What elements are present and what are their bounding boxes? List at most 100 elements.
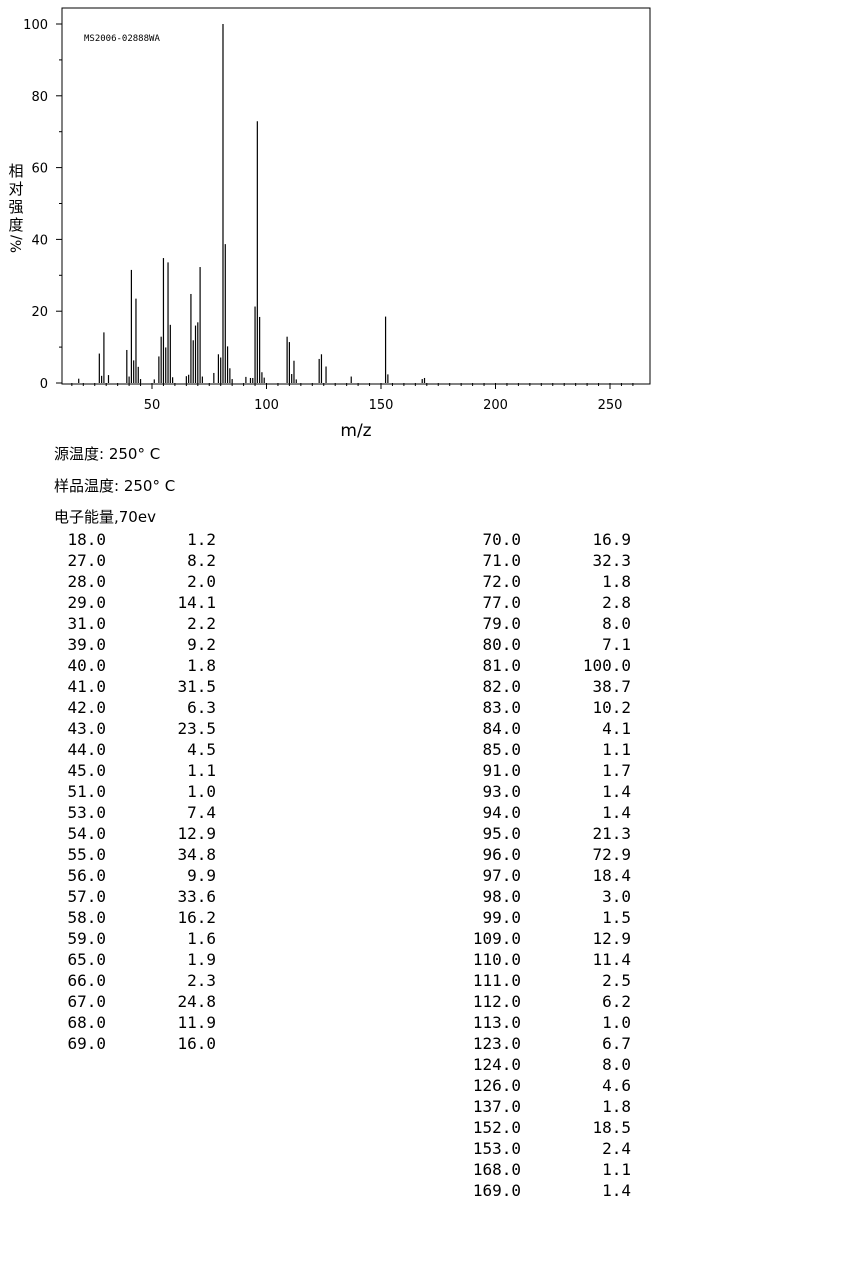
peak-mz: 31.0 — [67, 614, 106, 633]
y-axis-label-char: 对 — [8, 180, 23, 198]
peak-mz: 56.0 — [67, 866, 106, 885]
peak-abundance: 1.4 — [602, 1181, 631, 1200]
peak-mz: 53.0 — [67, 803, 106, 822]
peak-mz: 110.0 — [472, 950, 521, 969]
peak-mz: 66.0 — [67, 971, 106, 990]
peak-abundance: 34.8 — [177, 845, 216, 864]
peak-mz: 83.0 — [482, 698, 521, 717]
peak-table-row: 110.0 11.4 — [0, 950, 631, 971]
peak-mz: 153.0 — [472, 1139, 521, 1158]
peak-mz: 28.0 — [67, 572, 106, 591]
peak-table-row: 91.0 1.7 — [0, 761, 631, 782]
peak-mz: 77.0 — [482, 593, 521, 612]
mass-spectrum-chart: 0 20 40 60 80 100 50 100 150 200 250 MS2006-02888… — [8, 7, 651, 441]
peak-table-row: 39.0 9.2 — [0, 635, 216, 656]
peak-table-row: 94.0 1.4 — [0, 803, 631, 824]
y-axis-label-unit: %/ — [9, 235, 25, 253]
source-temperature: 源温度: 250° C — [54, 445, 161, 463]
peak-mz: 40.0 — [67, 656, 106, 675]
peak-table-row: 93.0 1.4 — [0, 782, 631, 803]
peak-abundance: 12.9 — [177, 824, 216, 843]
peak-abundance: 1.9 — [187, 950, 216, 969]
peak-table-row: 124.0 8.0 — [0, 1055, 631, 1076]
peak-mz: 123.0 — [472, 1034, 521, 1053]
x-tick-label: 200 — [483, 398, 508, 413]
y-tick-label: 40 — [31, 233, 48, 248]
peak-abundance: 2.5 — [602, 971, 631, 990]
x-tick-label: 100 — [254, 398, 279, 413]
peak-abundance: 100.0 — [582, 656, 631, 675]
peak-table-row: 57.0 33.6 — [0, 887, 216, 908]
peak-mz: 43.0 — [67, 719, 106, 738]
peak-abundance: 1.1 — [602, 740, 631, 759]
peak-abundance: 9.9 — [187, 866, 216, 885]
peak-abundance: 2.0 — [187, 572, 216, 591]
peak-table-row: 28.0 2.0 — [0, 572, 216, 593]
peak-abundance: 32.3 — [592, 551, 631, 570]
peak-mz: 96.0 — [482, 845, 521, 864]
peak-table-row: 67.0 24.8 — [0, 992, 216, 1013]
peak-abundance: 16.0 — [177, 1034, 216, 1053]
peak-abundance: 1.4 — [602, 803, 631, 822]
peak-table-row: 153.0 2.4 — [0, 1139, 631, 1160]
plot-frame — [61, 7, 651, 385]
peak-mz: 42.0 — [67, 698, 106, 717]
peak-mz: 93.0 — [482, 782, 521, 801]
peak-mz: 82.0 — [482, 677, 521, 696]
peak-abundance: 6.2 — [602, 992, 631, 1011]
peak-table-row: 56.0 9.9 — [0, 866, 216, 887]
peak-table-row: 97.0 18.4 — [0, 866, 631, 887]
peak-mz: 69.0 — [67, 1034, 106, 1053]
peak-bars — [78, 24, 426, 383]
peak-table-row: 53.0 7.4 — [0, 803, 216, 824]
x-tick-label: 250 — [598, 398, 623, 413]
peak-mz: 51.0 — [67, 782, 106, 801]
peak-abundance: 1.6 — [187, 929, 216, 948]
peak-mz: 71.0 — [482, 551, 521, 570]
peak-table-row: 58.0 16.2 — [0, 908, 216, 929]
peak-table-row: 81.0 100.0 — [0, 656, 631, 677]
peak-mz: 68.0 — [67, 1013, 106, 1032]
peak-abundance: 18.5 — [592, 1118, 631, 1137]
peak-mz: 113.0 — [472, 1013, 521, 1032]
peak-abundance: 1.8 — [602, 1097, 631, 1116]
y-tick-label: 0 — [40, 377, 48, 392]
peak-abundance: 38.7 — [592, 677, 631, 696]
peak-abundance: 72.9 — [592, 845, 631, 864]
peak-abundance: 11.4 — [592, 950, 631, 969]
peak-table-row: 152.0 18.5 — [0, 1118, 631, 1139]
y-axis-label-char: 度 — [8, 216, 23, 234]
peak-abundance: 24.8 — [177, 992, 216, 1011]
x-tick-label: 50 — [144, 398, 161, 413]
peak-abundance: 1.8 — [602, 572, 631, 591]
peak-mz: 80.0 — [482, 635, 521, 654]
peak-abundance: 4.1 — [602, 719, 631, 738]
peak-table-row: 71.0 32.3 — [0, 551, 631, 572]
peak-mz: 112.0 — [472, 992, 521, 1011]
peak-mz: 91.0 — [482, 761, 521, 780]
peak-mz: 126.0 — [472, 1076, 521, 1095]
y-axis: 0 20 40 60 80 100 — [23, 18, 62, 392]
peak-table-row: 45.0 1.1 — [0, 761, 216, 782]
peak-mz: 57.0 — [67, 887, 106, 906]
peak-table-row: 54.0 12.9 — [0, 824, 216, 845]
peak-abundance: 18.4 — [592, 866, 631, 885]
peak-table-row: 59.0 1.6 — [0, 929, 216, 950]
peak-mz: 124.0 — [472, 1055, 521, 1074]
peak-table-row: 84.0 4.1 — [0, 719, 631, 740]
peak-table-row: 40.0 1.8 — [0, 656, 216, 677]
peak-abundance: 2.2 — [187, 614, 216, 633]
peak-mz: 94.0 — [482, 803, 521, 822]
peak-table-row: 98.0 3.0 — [0, 887, 631, 908]
peak-mz: 79.0 — [482, 614, 521, 633]
peak-mz: 169.0 — [472, 1181, 521, 1200]
peak-table-row: 69.0 16.0 — [0, 1034, 216, 1055]
peak-table-row: 126.0 4.6 — [0, 1076, 631, 1097]
peak-table-row: 80.0 7.1 — [0, 635, 631, 656]
peak-abundance: 8.0 — [602, 1055, 631, 1074]
peak-abundance: 9.2 — [187, 635, 216, 654]
peak-abundance: 31.5 — [177, 677, 216, 696]
peak-table-row: 70.0 16.9 — [0, 530, 631, 551]
peak-mz: 39.0 — [67, 635, 106, 654]
